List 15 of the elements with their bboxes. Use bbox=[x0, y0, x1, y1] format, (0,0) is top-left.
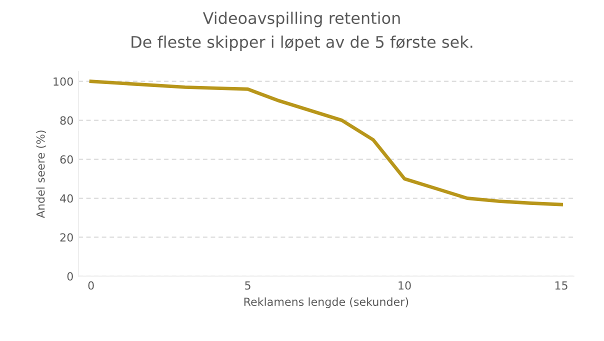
line-series bbox=[89, 80, 563, 206]
x-tick-label: 15 bbox=[555, 281, 568, 290]
x-axis-title: Reklamens lengde (sekunder) bbox=[244, 297, 408, 308]
y-tick-label: 0 bbox=[67, 272, 73, 281]
y-tick-label: 80 bbox=[60, 116, 73, 125]
y-tick-label: 60 bbox=[60, 155, 73, 164]
chart-title: Videoavspilling retention bbox=[202, 12, 400, 28]
y-tick-label: 100 bbox=[54, 77, 73, 86]
y-tick-label: 20 bbox=[60, 233, 73, 242]
chart-subtitle: De fleste skipper i løpet av de 5 første sek. bbox=[132, 36, 472, 52]
y-axis-title: Andel seere (%) bbox=[36, 130, 46, 218]
x-tick-label: 0 bbox=[88, 281, 94, 290]
y-tick-label: 40 bbox=[60, 194, 73, 203]
x-tick-label: 5 bbox=[245, 281, 250, 290]
x-tick-label: 10 bbox=[398, 281, 411, 290]
